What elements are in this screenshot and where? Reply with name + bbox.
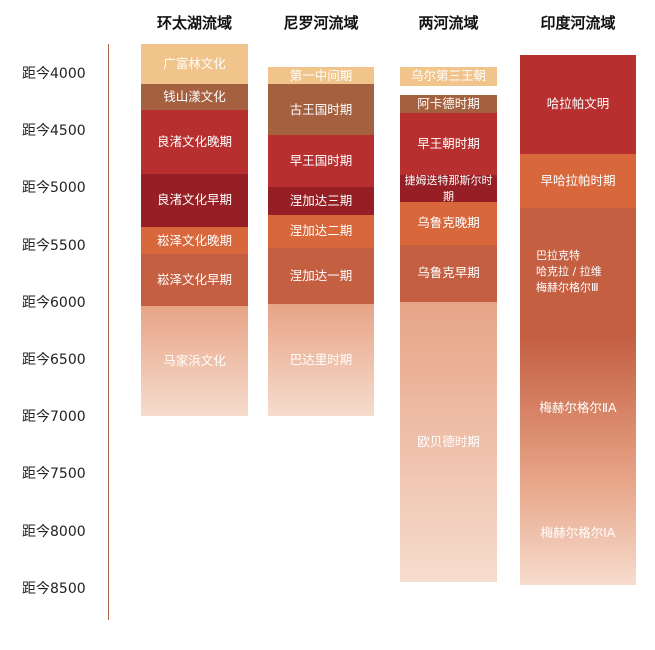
column-title: 两河流域: [418, 14, 479, 32]
period-segment: 早王国时期: [268, 134, 374, 188]
period-segment: 欧贝德时期: [400, 301, 497, 583]
column-title: 印度河流域: [540, 14, 616, 32]
period-segment: 钱山漾文化: [141, 84, 248, 110]
axis-tick-label: 距今4000: [22, 66, 86, 82]
period-segment: 早哈拉帕时期: [520, 154, 636, 208]
period-segment: 梅赫尔格尔ⅡA: [520, 336, 636, 481]
column-title: 尼罗河流域: [283, 14, 359, 32]
period-segment: 古王国时期: [268, 84, 374, 135]
period-segment: 崧泽文化晚期: [141, 227, 248, 254]
time-axis-line: [108, 44, 109, 620]
period-segment: 早王朝时期: [400, 113, 497, 175]
axis-tick-label: 距今8500: [22, 580, 86, 597]
period-segment: 广富林文化: [141, 44, 248, 85]
axis-tick-label: 距今7500: [22, 466, 86, 483]
axis-tick-label: 距今6000: [22, 294, 86, 311]
period-segment: 捷姆迭特那斯尔时期: [400, 174, 497, 203]
axis-tick-label: 距今8000: [22, 523, 86, 540]
column-title: 环太湖流域: [156, 14, 233, 32]
period-segment: 乌鲁克早期: [400, 244, 497, 302]
axis-tick-label: 距今5000: [22, 180, 86, 197]
period-segment: 良渚文化晚期: [141, 109, 248, 174]
period-segment: 第一中间期: [268, 67, 374, 85]
axis-tick-label: 距今7000: [22, 409, 86, 426]
period-segment: 阿卡德时期: [400, 94, 497, 114]
axis-tick-label: 距今5500: [22, 237, 86, 254]
period-segment: 涅加达一期: [268, 248, 374, 305]
period-segment: 巴达里时期: [268, 304, 374, 417]
period-segment: 良渚文化早期: [141, 173, 248, 228]
period-segment: 乌尔第三王朝: [400, 67, 497, 86]
period-segment: 巴拉克特 哈克拉 / 拉维 梅赫尔格尔Ⅲ: [520, 207, 636, 337]
period-segment: 哈拉帕文明: [520, 54, 636, 155]
period-segment: 梅赫尔格尔ⅠA: [520, 480, 636, 586]
period-segment: 涅加达三期: [268, 187, 374, 215]
period-segment: 马家浜文化: [141, 306, 248, 417]
period-segment: 崧泽文化早期: [141, 253, 248, 307]
axis-tick-label: 距今4500: [22, 123, 86, 140]
period-segment: 乌鲁克晚期: [400, 202, 497, 245]
axis-tick-label: 距今6500: [22, 352, 86, 368]
period-segment: 涅加达二期: [268, 214, 374, 249]
